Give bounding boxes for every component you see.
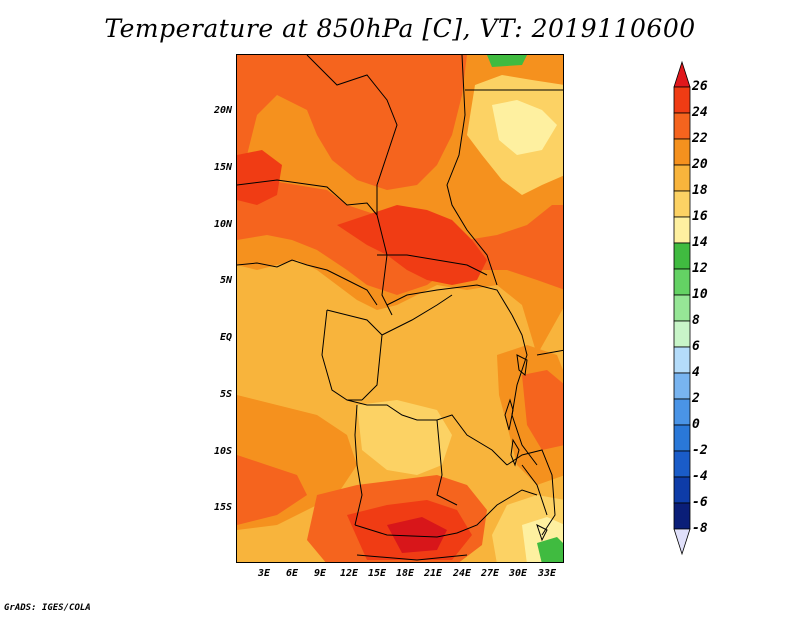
field-22-24-east <box>522 370 563 450</box>
lon-label: 30E <box>508 568 528 579</box>
map-title: Temperature at 850hPa [C], VT: 201911060… <box>104 14 696 43</box>
colorbar-tick-label: 10 <box>692 287 708 302</box>
colorbar-tick-label: 6 <box>692 339 700 354</box>
colorbar <box>673 60 691 556</box>
lon-label: 12E <box>339 568 359 579</box>
field-16-18-angola <box>357 400 452 475</box>
colorbar-segment <box>673 476 691 504</box>
lon-label: 21E <box>423 568 443 579</box>
colorbar-top-cap <box>673 60 691 88</box>
colorbar-segment <box>673 424 691 452</box>
lon-label: 24E <box>452 568 472 579</box>
credit-text: GrADS: IGES/COLA <box>4 603 91 613</box>
colorbar-tick-label: 12 <box>692 261 708 276</box>
lon-label: 18E <box>395 568 415 579</box>
field-green-north <box>487 55 527 67</box>
colorbar-tick-label: 2 <box>692 391 700 406</box>
colorbar-segment <box>673 450 691 478</box>
colorbar-tick-label: -2 <box>692 443 708 458</box>
colorbar-segment <box>673 138 691 166</box>
colorbar-segment <box>673 190 691 218</box>
colorbar-tick-label: 26 <box>692 79 708 94</box>
lat-label: 10N <box>213 219 232 230</box>
lon-label: 15E <box>367 568 387 579</box>
lat-label: 10S <box>213 446 232 457</box>
field-22-24-southwest <box>237 455 307 525</box>
field-24-26-central <box>337 205 487 285</box>
lat-label: 5N <box>219 275 232 286</box>
colorbar-tick-label: -8 <box>692 521 708 536</box>
country-boundaries <box>237 55 563 561</box>
colorbar-segment <box>673 502 691 530</box>
colorbar-segment <box>673 372 691 400</box>
colorbar-tick-label: -6 <box>692 495 708 510</box>
lon-label: 27E <box>480 568 500 579</box>
colorbar-segment <box>673 294 691 322</box>
lon-label: 33E <box>537 568 557 579</box>
map-panel <box>236 54 564 563</box>
colorbar-tick-label: 16 <box>692 209 708 224</box>
temperature-map <box>237 55 563 562</box>
field-green-southeast <box>537 537 563 562</box>
field-14-16-northeast <box>492 100 557 155</box>
colorbar-tick-label: 8 <box>692 313 700 328</box>
colorbar-segment <box>673 242 691 270</box>
colorbar-segment <box>673 268 691 296</box>
lat-label: 15S <box>213 502 232 513</box>
colorbar-segment <box>673 86 691 114</box>
colorbar-segment <box>673 216 691 244</box>
colorbar-tick-label: -4 <box>692 469 708 484</box>
field-22-24-northwest <box>237 55 467 190</box>
lat-label: EQ <box>219 332 232 343</box>
colorbar-tick-label: 14 <box>692 235 708 250</box>
colorbar-tick-label: 18 <box>692 183 708 198</box>
lon-label: 6E <box>285 568 299 579</box>
colorbar-segment <box>673 164 691 192</box>
field-24-26-west <box>237 150 282 205</box>
lat-label: 20N <box>213 105 232 116</box>
colorbar-tick-label: 0 <box>692 417 700 432</box>
lat-label: 15N <box>213 162 232 173</box>
lon-label: 9E <box>313 568 327 579</box>
lat-label: 5S <box>219 389 232 400</box>
colorbar-segment <box>673 346 691 374</box>
lon-label: 3E <box>257 568 271 579</box>
colorbar-segment <box>673 112 691 140</box>
colorbar-tick-label: 20 <box>692 157 708 172</box>
colorbar-bottom-cap <box>673 528 691 556</box>
colorbar-tick-label: 24 <box>692 105 708 120</box>
colorbar-segment <box>673 320 691 348</box>
field-hot-south <box>387 517 447 553</box>
colorbar-segment <box>673 398 691 426</box>
lake-outlines <box>504 354 548 542</box>
colorbar-tick-label: 4 <box>692 365 700 380</box>
colorbar-tick-label: 22 <box>692 131 708 146</box>
